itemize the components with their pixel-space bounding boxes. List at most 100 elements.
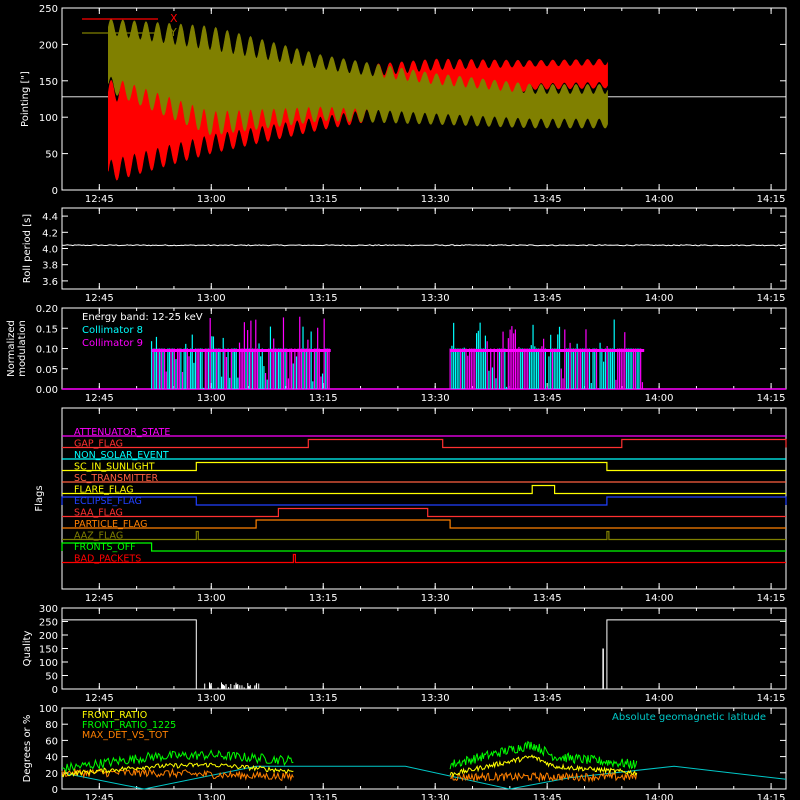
x-tick-label: 12:45 [85, 393, 114, 404]
x-tick-label: 14:15 [757, 793, 786, 800]
x-tick-label: 13:15 [309, 693, 338, 704]
x-tick-label: 12:45 [85, 293, 114, 304]
y-tick-label: 200 [39, 40, 58, 51]
front-ratio-line [449, 754, 638, 778]
flag-label-bad-packets: BAD_PACKETS [74, 554, 141, 565]
y-tick-label: 4.2 [42, 228, 58, 239]
y-tick-label: 0 [52, 785, 58, 796]
x-tick-label: 12:45 [85, 793, 114, 800]
front-ratio-line [61, 762, 294, 778]
x-tick-label: 13:15 [309, 293, 338, 304]
x-tick-label: 14:00 [645, 393, 674, 404]
legend-label-front-ratio: FRONT_RATIO [82, 710, 147, 721]
x-tick-label: 14:15 [757, 593, 786, 604]
flag-line-fronts-off [61, 542, 786, 552]
y-axis-label: Degrees or % [22, 715, 33, 783]
x-tick-label: 13:30 [421, 393, 450, 404]
y-tick-label: 3.8 [42, 261, 58, 272]
y-tick-label: 0.15 [36, 324, 58, 335]
x-tick-label: 13:45 [533, 593, 562, 604]
x-tick-label: 13:30 [421, 293, 450, 304]
y-tick-label: 0.10 [36, 345, 58, 356]
y-axis-label: modulation [17, 320, 28, 377]
x-tick-label: 13:30 [421, 693, 450, 704]
axes-frame [61, 707, 787, 790]
y-tick-label: 50 [45, 150, 58, 161]
legend-label-collimator-8: Collimator 8 [82, 325, 143, 336]
x-tick-label: 14:15 [757, 393, 786, 404]
x-tick-label: 13:30 [421, 593, 450, 604]
y-tick-label: 50 [45, 672, 58, 683]
y-tick-label: 150 [39, 77, 58, 88]
x-tick-label: 13:15 [309, 194, 338, 205]
y-axis-label: Pointing ["] [20, 71, 31, 127]
flag-label-flare-flag: FLARE_FLAG [74, 485, 134, 496]
axes-frame [61, 7, 787, 191]
x-tick-label: 13:00 [197, 194, 226, 205]
flags-panel: 12:45 13:00 13:15 13:30 13:45 14:00 14:15 Flags… [34, 407, 787, 604]
max-det-vs-tot-line [449, 771, 638, 783]
x-tick-label: 13:00 [197, 693, 226, 704]
y-tick-label: 80 [45, 720, 58, 731]
geomag-latitude-label: Absolute geomagnetic latitude [612, 712, 766, 723]
x-tick-label: 14:15 [757, 693, 786, 704]
y-tick-label: 40 [45, 753, 58, 764]
front-ratio-1225-line [61, 749, 294, 773]
flag-label-non-solar-event: NON_SOLAR_EVENT [74, 450, 169, 461]
x-tick-label: 13:00 [197, 593, 226, 604]
y-tick-label: 250 [39, 4, 58, 15]
x-tick-label: 13:00 [197, 393, 226, 404]
y-tick-label: 3.6 [42, 277, 58, 288]
x-tick-label: 13:00 [197, 293, 226, 304]
legend-label-front-ratio-1225: FRONT_RATIO_1225 [82, 720, 176, 731]
legend-label-y: Y [169, 26, 177, 39]
quality-line [62, 619, 786, 690]
x-tick-label: 12:45 [85, 194, 114, 205]
flag-label-sc-transmitter: SC_TRANSMITTER [74, 473, 159, 484]
flag-line-bad-packets [62, 553, 786, 564]
flag-label-particle-flag: PARTICLE_FLAG [74, 519, 147, 530]
x-tick-label: 13:30 [421, 194, 450, 205]
pointing-series-y [108, 18, 608, 136]
y-tick-label: 4.4 [42, 212, 58, 223]
flag-line-saa-flag [62, 507, 786, 518]
x-tick-label: 14:00 [645, 693, 674, 704]
y-axis-label: Quality [22, 631, 33, 667]
y-tick-label: 20 [45, 769, 58, 780]
x-tick-label: 14:00 [645, 593, 674, 604]
y-tick-label: 200 [39, 631, 58, 642]
x-tick-label: 13:45 [533, 293, 562, 304]
x-tick-label: 14:00 [645, 293, 674, 304]
quality-panel: 0 50 100 150 200 250 300 12:45 13:00 13:15 13:30 13… [22, 604, 787, 704]
y-tick-label: 0 [52, 186, 58, 197]
flag-label-attenuator-state: ATTENUATOR_STATE [74, 427, 170, 438]
x-tick-label: 14:00 [645, 194, 674, 205]
legend-label-collimator-9: Collimator 9 [82, 338, 143, 349]
y-tick-label: 100 [39, 113, 58, 124]
y-tick-label: 250 [39, 618, 58, 629]
flag-line-aaz-flag [62, 530, 786, 541]
roll-period-line [61, 244, 787, 247]
flag-line-particle-flag [62, 519, 786, 529]
x-tick-label: 12:45 [85, 693, 114, 704]
y-tick-label: 0.20 [36, 304, 58, 315]
y-tick-label: 0.00 [36, 385, 58, 396]
y-axis-label: Flags [34, 485, 45, 511]
x-tick-label: 13:30 [421, 793, 450, 800]
x-tick-label: 13:00 [197, 793, 226, 800]
flag-label-eclipse-flag: ECLIPSE_FLAG [74, 496, 142, 507]
x-tick-label: 14:15 [757, 293, 786, 304]
flag-label-sc-in-sunlight: SC_IN_SUNLIGHT [74, 462, 155, 473]
front-ratio-1225-line [449, 740, 638, 770]
y-axis-label: Normalized [6, 320, 17, 377]
pointing-panel: 0 50 100 150 200 250 12:45 13:00 13:15 13:30 13:45… [20, 4, 787, 205]
y-tick-label: 0.05 [36, 365, 58, 376]
x-tick-label: 13:15 [309, 393, 338, 404]
x-tick-label: 13:45 [533, 793, 562, 800]
legend-label-max-det-vs-tot: MAX_DET_VS_TOT [82, 730, 168, 741]
flag-line-eclipse-flag [61, 496, 787, 506]
flag-label-fronts-off: FRONTS_OFF [74, 542, 136, 553]
x-tick-label: 14:00 [645, 793, 674, 800]
x-tick-label: 13:45 [533, 693, 562, 704]
